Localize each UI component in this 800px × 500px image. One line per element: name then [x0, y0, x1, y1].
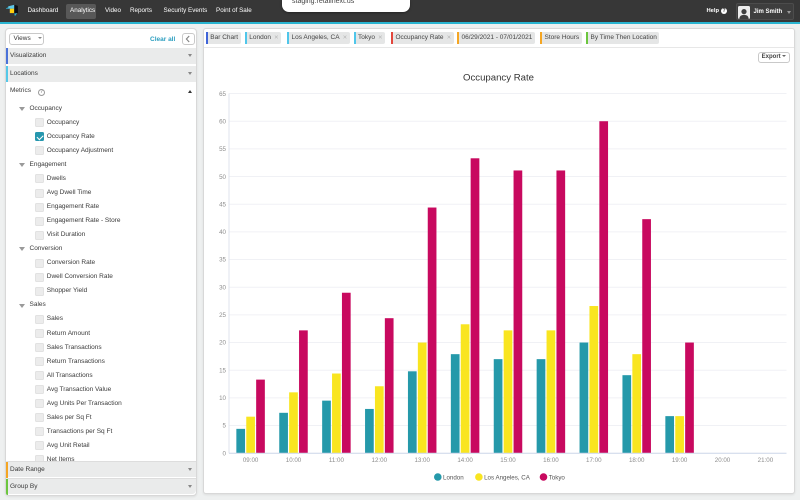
- svg-text:18:00: 18:00: [629, 457, 645, 464]
- svg-text:16:00: 16:00: [543, 457, 559, 464]
- svg-text:10:00: 10:00: [286, 457, 302, 464]
- svg-text:15: 15: [219, 367, 226, 374]
- svg-text:19:00: 19:00: [672, 457, 688, 464]
- svg-text:12:00: 12:00: [372, 457, 388, 464]
- svg-text:Tokyo: Tokyo: [549, 474, 566, 481]
- svg-text:10: 10: [219, 395, 226, 402]
- svg-text:17:00: 17:00: [586, 457, 602, 464]
- svg-text:20:00: 20:00: [715, 457, 731, 464]
- svg-text:5: 5: [223, 423, 227, 430]
- svg-text:21:00: 21:00: [758, 457, 774, 464]
- svg-text:35: 35: [219, 257, 226, 264]
- svg-text:25: 25: [219, 312, 226, 319]
- svg-text:65: 65: [219, 91, 226, 98]
- svg-text:09:00: 09:00: [243, 457, 259, 464]
- svg-text:30: 30: [219, 284, 226, 291]
- svg-text:50: 50: [219, 174, 226, 181]
- svg-text:Los Angeles, CA: Los Angeles, CA: [484, 474, 531, 481]
- svg-text:Occupancy Rate: Occupancy Rate: [463, 73, 534, 84]
- svg-text:45: 45: [219, 201, 226, 208]
- svg-text:55: 55: [219, 146, 226, 153]
- svg-text:20: 20: [219, 340, 226, 347]
- svg-text:11:00: 11:00: [329, 457, 345, 464]
- svg-text:London: London: [443, 474, 464, 481]
- svg-text:15:00: 15:00: [500, 457, 516, 464]
- svg-text:13:00: 13:00: [414, 457, 430, 464]
- svg-text:40: 40: [219, 229, 226, 236]
- svg-text:60: 60: [219, 118, 226, 125]
- svg-text:0: 0: [223, 450, 227, 457]
- svg-text:14:00: 14:00: [457, 457, 473, 464]
